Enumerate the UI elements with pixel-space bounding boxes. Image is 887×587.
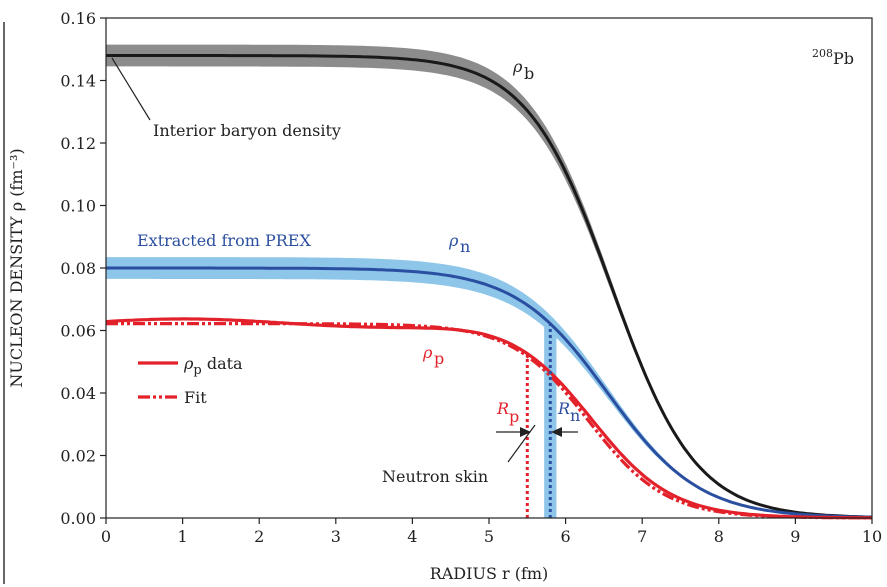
svg-text:R: R <box>496 399 509 418</box>
legend-entry-fit: Fit <box>138 388 207 407</box>
x-tick-label: 8 <box>714 527 724 546</box>
svg-text:n: n <box>460 237 470 256</box>
lines-layer <box>105 54 873 520</box>
y-axis-ticks: 0.00 0.02 0.04 0.06 0.08 0.10 0.12 0.14 0.16 <box>60 9 106 528</box>
x-tick-label: 2 <box>254 527 264 546</box>
y-tick-label: 0.12 <box>60 134 96 153</box>
y-tick-label: 0.08 <box>60 259 96 278</box>
y-tick-label: 0.00 <box>60 509 96 528</box>
y-axis-label: NUCLEON DENSITY ρ (fm⁻³) <box>7 148 26 387</box>
rp-label: R p <box>496 399 519 426</box>
y-tick-label: 0.14 <box>60 72 96 91</box>
svg-text:ρ: ρ <box>422 343 433 362</box>
rho-n-label: ρ n <box>448 231 470 256</box>
legend: ρp data Fit <box>138 354 243 407</box>
series-line-1 <box>106 266 873 519</box>
legend-entry-data: ρp data <box>138 354 243 378</box>
rn-label: R n <box>557 399 580 425</box>
x-tick-label: 7 <box>637 527 647 546</box>
x-tick-label: 5 <box>484 527 494 546</box>
neutron-skin-annotation: Neutron skin <box>382 424 536 486</box>
y-tick-label: 0.16 <box>60 9 96 28</box>
interior-annotation: Interior baryon density <box>111 57 341 140</box>
svg-text:b: b <box>524 64 534 83</box>
x-axis-label: RADIUS r (fm) <box>430 564 549 583</box>
isotope-label: 208Pb <box>812 47 854 68</box>
rho-b-label: ρ b <box>512 57 534 83</box>
neutron-skin-pointer-line <box>507 424 536 463</box>
x-tick-label: 4 <box>407 527 417 546</box>
svg-text:ρ: ρ <box>512 57 523 76</box>
x-tick-label: 3 <box>331 527 341 546</box>
prex-annotation: Extracted from PREX <box>137 231 311 250</box>
series-line-0 <box>106 54 872 519</box>
svg-text:n: n <box>570 406 580 425</box>
x-axis-ticks: 0 1 2 3 4 5 6 7 8 9 10 <box>101 518 882 546</box>
svg-text:Interior baryon density: Interior baryon density <box>153 121 341 140</box>
x-tick-label: 9 <box>790 527 800 546</box>
x-tick-label: 1 <box>178 527 188 546</box>
svg-text:208Pb: 208Pb <box>812 47 854 68</box>
isotope-symbol: Pb <box>833 49 854 68</box>
rho-p-label: ρ p <box>422 343 444 368</box>
series-line-3 <box>106 322 872 520</box>
isotope-superscript: 208 <box>812 47 833 60</box>
y-tick-label: 0.04 <box>60 384 96 403</box>
svg-text:p: p <box>434 349 444 368</box>
svg-text:R: R <box>557 399 570 418</box>
x-tick-label: 6 <box>561 527 571 546</box>
x-tick-label: 10 <box>862 527 882 546</box>
y-tick-label: 0.06 <box>60 322 96 341</box>
interior-pointer-line <box>111 57 151 121</box>
markers-layer <box>525 323 552 518</box>
svg-text:ρp data: ρp data <box>183 354 243 378</box>
svg-text:Neutron skin: Neutron skin <box>382 467 488 486</box>
svg-text:ρ: ρ <box>448 231 459 250</box>
band-1 <box>106 257 872 518</box>
y-tick-label: 0.10 <box>60 197 96 216</box>
series-line-2 <box>105 317 872 520</box>
skin-arrows <box>496 427 578 437</box>
x-tick-label: 0 <box>101 527 111 546</box>
svg-text:p: p <box>509 407 519 426</box>
svg-text:Fit: Fit <box>184 388 207 407</box>
bands-layer <box>106 44 872 518</box>
y-tick-label: 0.02 <box>60 447 96 466</box>
